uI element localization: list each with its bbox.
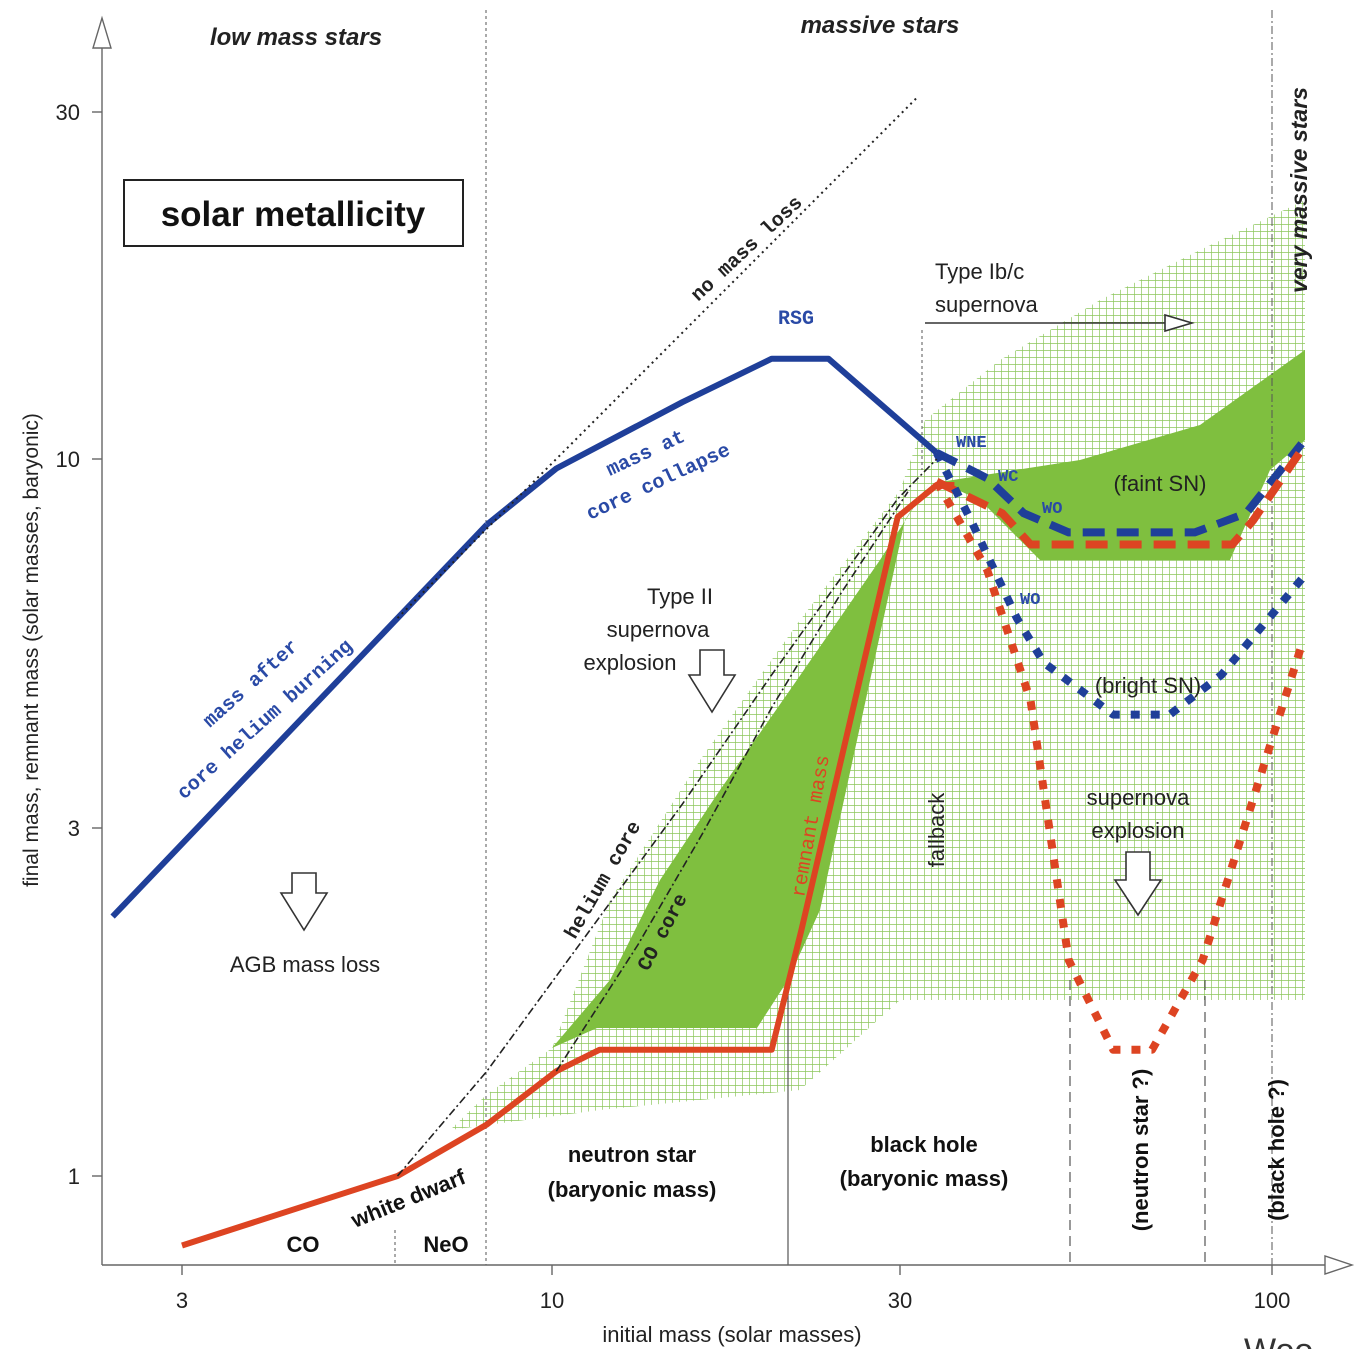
black-hole-label: black hole [870,1132,978,1157]
wo-label: WO [1020,591,1040,610]
low-mass-stars-label: low mass stars [210,24,382,51]
title-box [123,179,464,247]
fallback-green-region [940,350,1305,560]
x-tick-label: 30 [888,1288,912,1313]
type-ii-label: supernova [607,617,711,642]
type-ibc-label: Type Ib/c [935,259,1024,284]
series-line-remnant-mass [181,482,955,1249]
x-tick-label: 100 [1254,1288,1291,1313]
massive-stars-label: massive stars [801,12,960,39]
rsg-label: RSG [778,308,814,331]
very-massive-stars-label: very massive stars [1286,87,1312,293]
series-line-remnant-mass-bright-sn [933,479,1306,1054]
y-tick-label: 1 [68,1164,80,1189]
title-box-text: solar metallicity [161,195,426,234]
tick-marks [92,111,1273,1275]
right-arrow-icon [1164,313,1195,333]
no-mass-loss-label: no mass loss [687,192,808,307]
y-tick-label: 10 [56,447,80,472]
fallback-label: fallback [924,792,949,868]
white-dwarf-label: white dwarf [347,1164,470,1233]
neo-label: NeO [423,1232,468,1257]
x-axis-arrow-icon [1324,1255,1355,1275]
series-line-mass-at-core-collapse [485,355,939,527]
series-line-remnant-mass-faint-sn [934,447,1305,549]
series-line-mass-after-core-helium-burning [110,522,490,919]
sn-explosion-label: supernova [1087,785,1191,810]
wne-label: WNE [956,434,987,453]
x-axis-label: initial mass (solar masses) [602,1322,861,1347]
region-dividers [394,10,1273,1265]
type-ii-label: Type II [647,584,713,609]
envelope-hatched-region [450,200,1305,1130]
series-line-mass-at-core-collapse-faint-sn [934,441,1305,537]
neutron-star-label: (baryonic mass) [548,1177,717,1202]
type-ii-label: explosion [584,650,677,675]
down-arrow-icon [687,649,737,714]
co-label: CO [287,1232,320,1257]
type-ibc-label: supernova [935,292,1039,317]
y-axis-arrow-icon [92,15,112,49]
wc-label: WC [998,468,1018,487]
black-hole-question-label: (black hole ?) [1264,1079,1289,1221]
corner-text-fragment: Woo [1244,1332,1313,1349]
bright-sn-label: (bright SN) [1095,673,1201,698]
agb-mass-loss-label: AGB mass loss [230,952,380,977]
series-line-co-core [555,491,909,1072]
faint-sn-label: (faint SN) [1114,471,1207,496]
down-arrow-icon [279,872,329,932]
y-axis-label: final mass, remnant mass (solar masses, … [20,413,43,887]
y-tick-label: 30 [56,100,80,125]
arrows [279,313,1195,932]
wo-label: WO [1042,500,1062,519]
x-tick-label: 10 [540,1288,564,1313]
sn-explosion-label: explosion [1092,818,1185,843]
x-tick-label: 3 [176,1288,188,1313]
neutron-star-question-label: (neutron star ?) [1128,1069,1153,1232]
y-tick-label: 3 [68,816,80,841]
axes [92,15,1355,1275]
series-line-helium-core [396,458,938,1177]
down-arrow-icon [1113,851,1163,917]
neutron-star-label: neutron star [568,1142,697,1167]
black-hole-label: (baryonic mass) [840,1166,1009,1191]
series-line-no-mass-loss [396,96,919,619]
